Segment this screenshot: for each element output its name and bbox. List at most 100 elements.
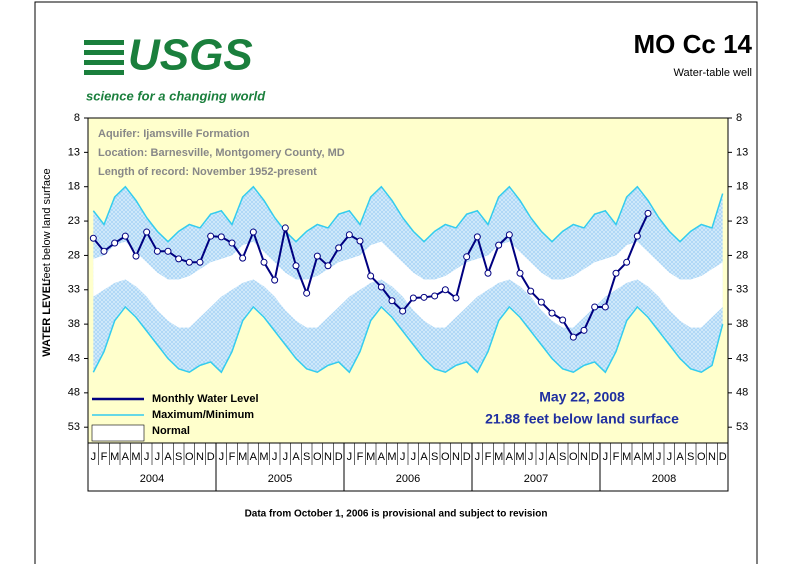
x-tick-label: A — [250, 451, 258, 463]
x-tick-label: F — [101, 451, 108, 463]
x-tick-label: J — [400, 451, 406, 463]
x-tick-label: J — [539, 451, 545, 463]
y2-tick-label: 8 — [736, 112, 742, 124]
year-label: 2007 — [524, 473, 548, 485]
x-tick-label: D — [207, 451, 215, 463]
water-level-point — [303, 289, 311, 297]
logo: USGS science for a changing world — [84, 31, 266, 103]
legend-label: Maximum/Minimum — [152, 409, 254, 421]
x-tick-label: N — [452, 451, 460, 463]
water-level-point — [335, 244, 343, 252]
logo-name: USGS — [128, 31, 253, 80]
water-level-point — [537, 298, 545, 306]
year-label: 2005 — [268, 473, 292, 485]
water-level-point — [473, 233, 481, 241]
x-tick-label: F — [357, 451, 364, 463]
x-tick-label: A — [292, 451, 300, 463]
water-level-point — [495, 241, 503, 249]
x-tick-label: J — [656, 451, 662, 463]
x-tick-label: J — [272, 451, 278, 463]
chart-title: MO Cc 14 — [634, 29, 753, 59]
water-level-point — [591, 303, 599, 311]
x-tick-label: F — [229, 451, 236, 463]
x-tick-label: F — [485, 451, 492, 463]
water-level-point — [580, 326, 588, 334]
water-level-point — [377, 283, 385, 291]
y2-tick-label: 48 — [736, 387, 748, 399]
water-level-point — [623, 258, 631, 266]
x-tick-label: S — [431, 451, 438, 463]
water-level-point — [164, 247, 172, 255]
y-tick-label: 18 — [68, 181, 80, 193]
x-tick-label: A — [506, 451, 514, 463]
chart-subtitle: Water-table well — [674, 67, 752, 79]
water-level-point — [644, 209, 652, 217]
water-level-point — [409, 294, 417, 302]
water-level-point — [292, 262, 300, 270]
x-tick-label: A — [420, 451, 428, 463]
x-tick-label: A — [676, 451, 684, 463]
x-tick-label: O — [697, 451, 706, 463]
x-tick-label: J — [219, 451, 225, 463]
y-tick-label: 8 — [74, 112, 80, 124]
water-level-point — [388, 297, 396, 305]
water-level-point — [143, 228, 151, 236]
x-tick-label: S — [303, 451, 310, 463]
water-level-point — [324, 262, 332, 270]
band-edge — [92, 305, 724, 374]
logo-waves — [84, 40, 124, 75]
y-axis-label: feet below land surface — [41, 168, 53, 281]
x-tick-label: O — [313, 451, 322, 463]
y2-tick-label: 43 — [736, 352, 748, 364]
x-tick-label: N — [196, 451, 204, 463]
y-tick-label: 13 — [68, 146, 80, 158]
x-tick-label: N — [708, 451, 716, 463]
water-level-point — [249, 228, 257, 236]
water-level-point — [484, 269, 492, 277]
legend-label: Normal — [152, 425, 190, 437]
x-tick-label: A — [164, 451, 172, 463]
water-level-point — [431, 292, 439, 300]
x-tick-label: M — [494, 451, 503, 463]
x-tick-label: M — [622, 451, 631, 463]
y-tick-label: 38 — [68, 318, 80, 330]
y2-tick-label: 28 — [736, 249, 748, 261]
water-level-point — [228, 239, 236, 247]
water-level-point — [633, 232, 641, 240]
water-level-point — [559, 316, 567, 324]
water-level-point — [217, 233, 225, 241]
callout-value: 21.88 feet below land surface — [485, 411, 679, 427]
y-tick-label: 23 — [68, 215, 80, 227]
x-tick-label: N — [324, 451, 332, 463]
x-tick-label: M — [259, 451, 268, 463]
y2-tick-label: 23 — [736, 215, 748, 227]
x-tick-label: M — [515, 451, 524, 463]
callout-date: May 22, 2008 — [539, 389, 625, 405]
water-level-point — [463, 253, 471, 261]
y-tick-label: 28 — [68, 249, 80, 261]
x-tick-label: F — [613, 451, 620, 463]
legend: Monthly Water Level Maximum/Minimum Normal — [91, 393, 259, 442]
water-level-point — [175, 255, 183, 263]
water-level-point — [527, 287, 535, 295]
x-tick-label: D — [335, 451, 343, 463]
x-tick-label: J — [347, 451, 353, 463]
x-tick-label: J — [475, 451, 481, 463]
x-tick-label: O — [569, 451, 578, 463]
water-level-point — [239, 254, 247, 262]
x-tick-label: M — [643, 451, 652, 463]
x-tick-label: A — [634, 451, 642, 463]
x-tick-label: M — [238, 451, 247, 463]
y2-tick-label: 38 — [736, 318, 748, 330]
water-level-point — [260, 258, 268, 266]
water-level-point — [452, 294, 460, 302]
y2-tick-label: 18 — [736, 181, 748, 193]
x-tick-label: S — [687, 451, 694, 463]
x-tick-label: A — [548, 451, 556, 463]
footnote: Data from October 1, 2006 is provisional… — [245, 509, 548, 520]
band-edge — [92, 185, 724, 243]
x-tick-label: J — [667, 451, 673, 463]
year-label: 2004 — [140, 473, 164, 485]
y-tick-label: 33 — [68, 284, 80, 296]
